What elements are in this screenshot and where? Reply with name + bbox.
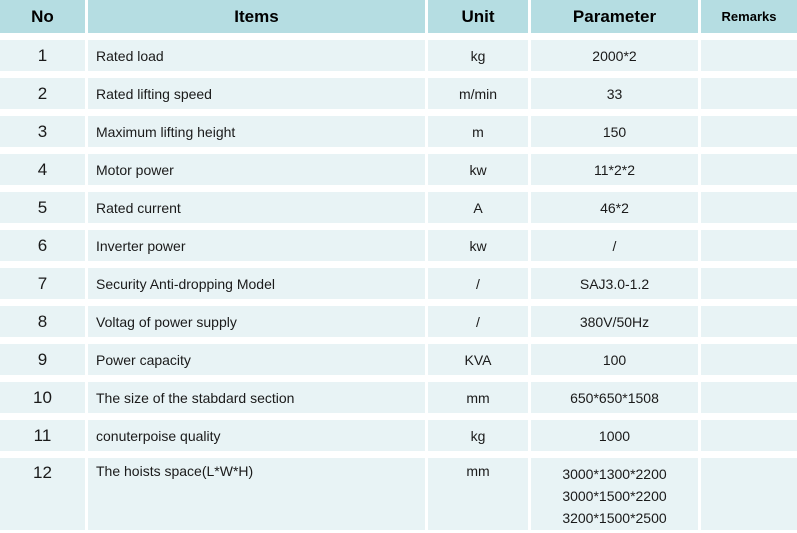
row-unit-cell: A <box>428 192 528 223</box>
header-unit: Unit <box>428 0 528 33</box>
row-unit-cell: / <box>428 268 528 299</box>
row-remarks-cell <box>701 458 797 530</box>
row-unit-cell: kg <box>428 420 528 451</box>
row-no-cell: 8 <box>0 306 85 337</box>
row-item-cell: The hoists space(L*W*H) <box>88 458 425 530</box>
header-items: Items <box>88 0 425 33</box>
row-remarks-cell <box>701 78 797 109</box>
row-remarks-cell <box>701 154 797 185</box>
row-parameter-cell: 650*650*1508 <box>531 382 698 413</box>
row-item-cell: Voltag of power supply <box>88 306 425 337</box>
row-parameter-cell: SAJ3.0-1.2 <box>531 268 698 299</box>
row-remarks-cell <box>701 40 797 71</box>
row-remarks-cell <box>701 382 797 413</box>
row-unit-cell: m/min <box>428 78 528 109</box>
row-no-cell: 9 <box>0 344 85 375</box>
row-no-cell: 4 <box>0 154 85 185</box>
row-item-cell: Rated lifting speed <box>88 78 425 109</box>
row-no-cell: 11 <box>0 420 85 451</box>
row-item-cell: Rated current <box>88 192 425 223</box>
row-remarks-cell <box>701 230 797 261</box>
row-no-cell: 5 <box>0 192 85 223</box>
row-remarks-cell <box>701 268 797 299</box>
row-parameter-cell: 3000*1300*2200 3000*1500*2200 3200*1500*… <box>531 458 698 530</box>
row-parameter-cell: 100 <box>531 344 698 375</box>
header-remarks: Remarks <box>701 0 797 33</box>
row-unit-cell: mm <box>428 458 528 530</box>
row-unit-cell: m <box>428 116 528 147</box>
row-item-cell: The size of the stabdard section <box>88 382 425 413</box>
row-parameter-cell: 46*2 <box>531 192 698 223</box>
row-parameter-cell: 150 <box>531 116 698 147</box>
row-no-cell: 7 <box>0 268 85 299</box>
row-parameter-cell: 2000*2 <box>531 40 698 71</box>
row-unit-cell: kw <box>428 154 528 185</box>
row-remarks-cell <box>701 306 797 337</box>
row-item-cell: Power capacity <box>88 344 425 375</box>
header-parameter: Parameter <box>531 0 698 33</box>
row-unit-cell: kw <box>428 230 528 261</box>
row-no-cell: 2 <box>0 78 85 109</box>
row-item-cell: Motor power <box>88 154 425 185</box>
row-unit-cell: KVA <box>428 344 528 375</box>
row-no-cell: 6 <box>0 230 85 261</box>
row-item-cell: conuterpoise quality <box>88 420 425 451</box>
row-remarks-cell <box>701 344 797 375</box>
row-unit-cell: kg <box>428 40 528 71</box>
row-item-cell: Rated load <box>88 40 425 71</box>
row-no-cell: 10 <box>0 382 85 413</box>
row-parameter-cell: 380V/50Hz <box>531 306 698 337</box>
row-parameter-cell: 1000 <box>531 420 698 451</box>
row-no-cell: 3 <box>0 116 85 147</box>
row-parameter-cell: / <box>531 230 698 261</box>
row-remarks-cell <box>701 192 797 223</box>
row-remarks-cell <box>701 116 797 147</box>
row-remarks-cell <box>701 420 797 451</box>
row-item-cell: Inverter power <box>88 230 425 261</box>
row-item-cell: Security Anti-dropping Model <box>88 268 425 299</box>
row-unit-cell: / <box>428 306 528 337</box>
row-item-cell: Maximum lifting height <box>88 116 425 147</box>
row-parameter-cell: 33 <box>531 78 698 109</box>
row-no-cell: 12 <box>0 458 85 530</box>
row-parameter-cell: 11*2*2 <box>531 154 698 185</box>
row-no-cell: 1 <box>0 40 85 71</box>
row-unit-cell: mm <box>428 382 528 413</box>
header-no: No <box>0 0 85 33</box>
